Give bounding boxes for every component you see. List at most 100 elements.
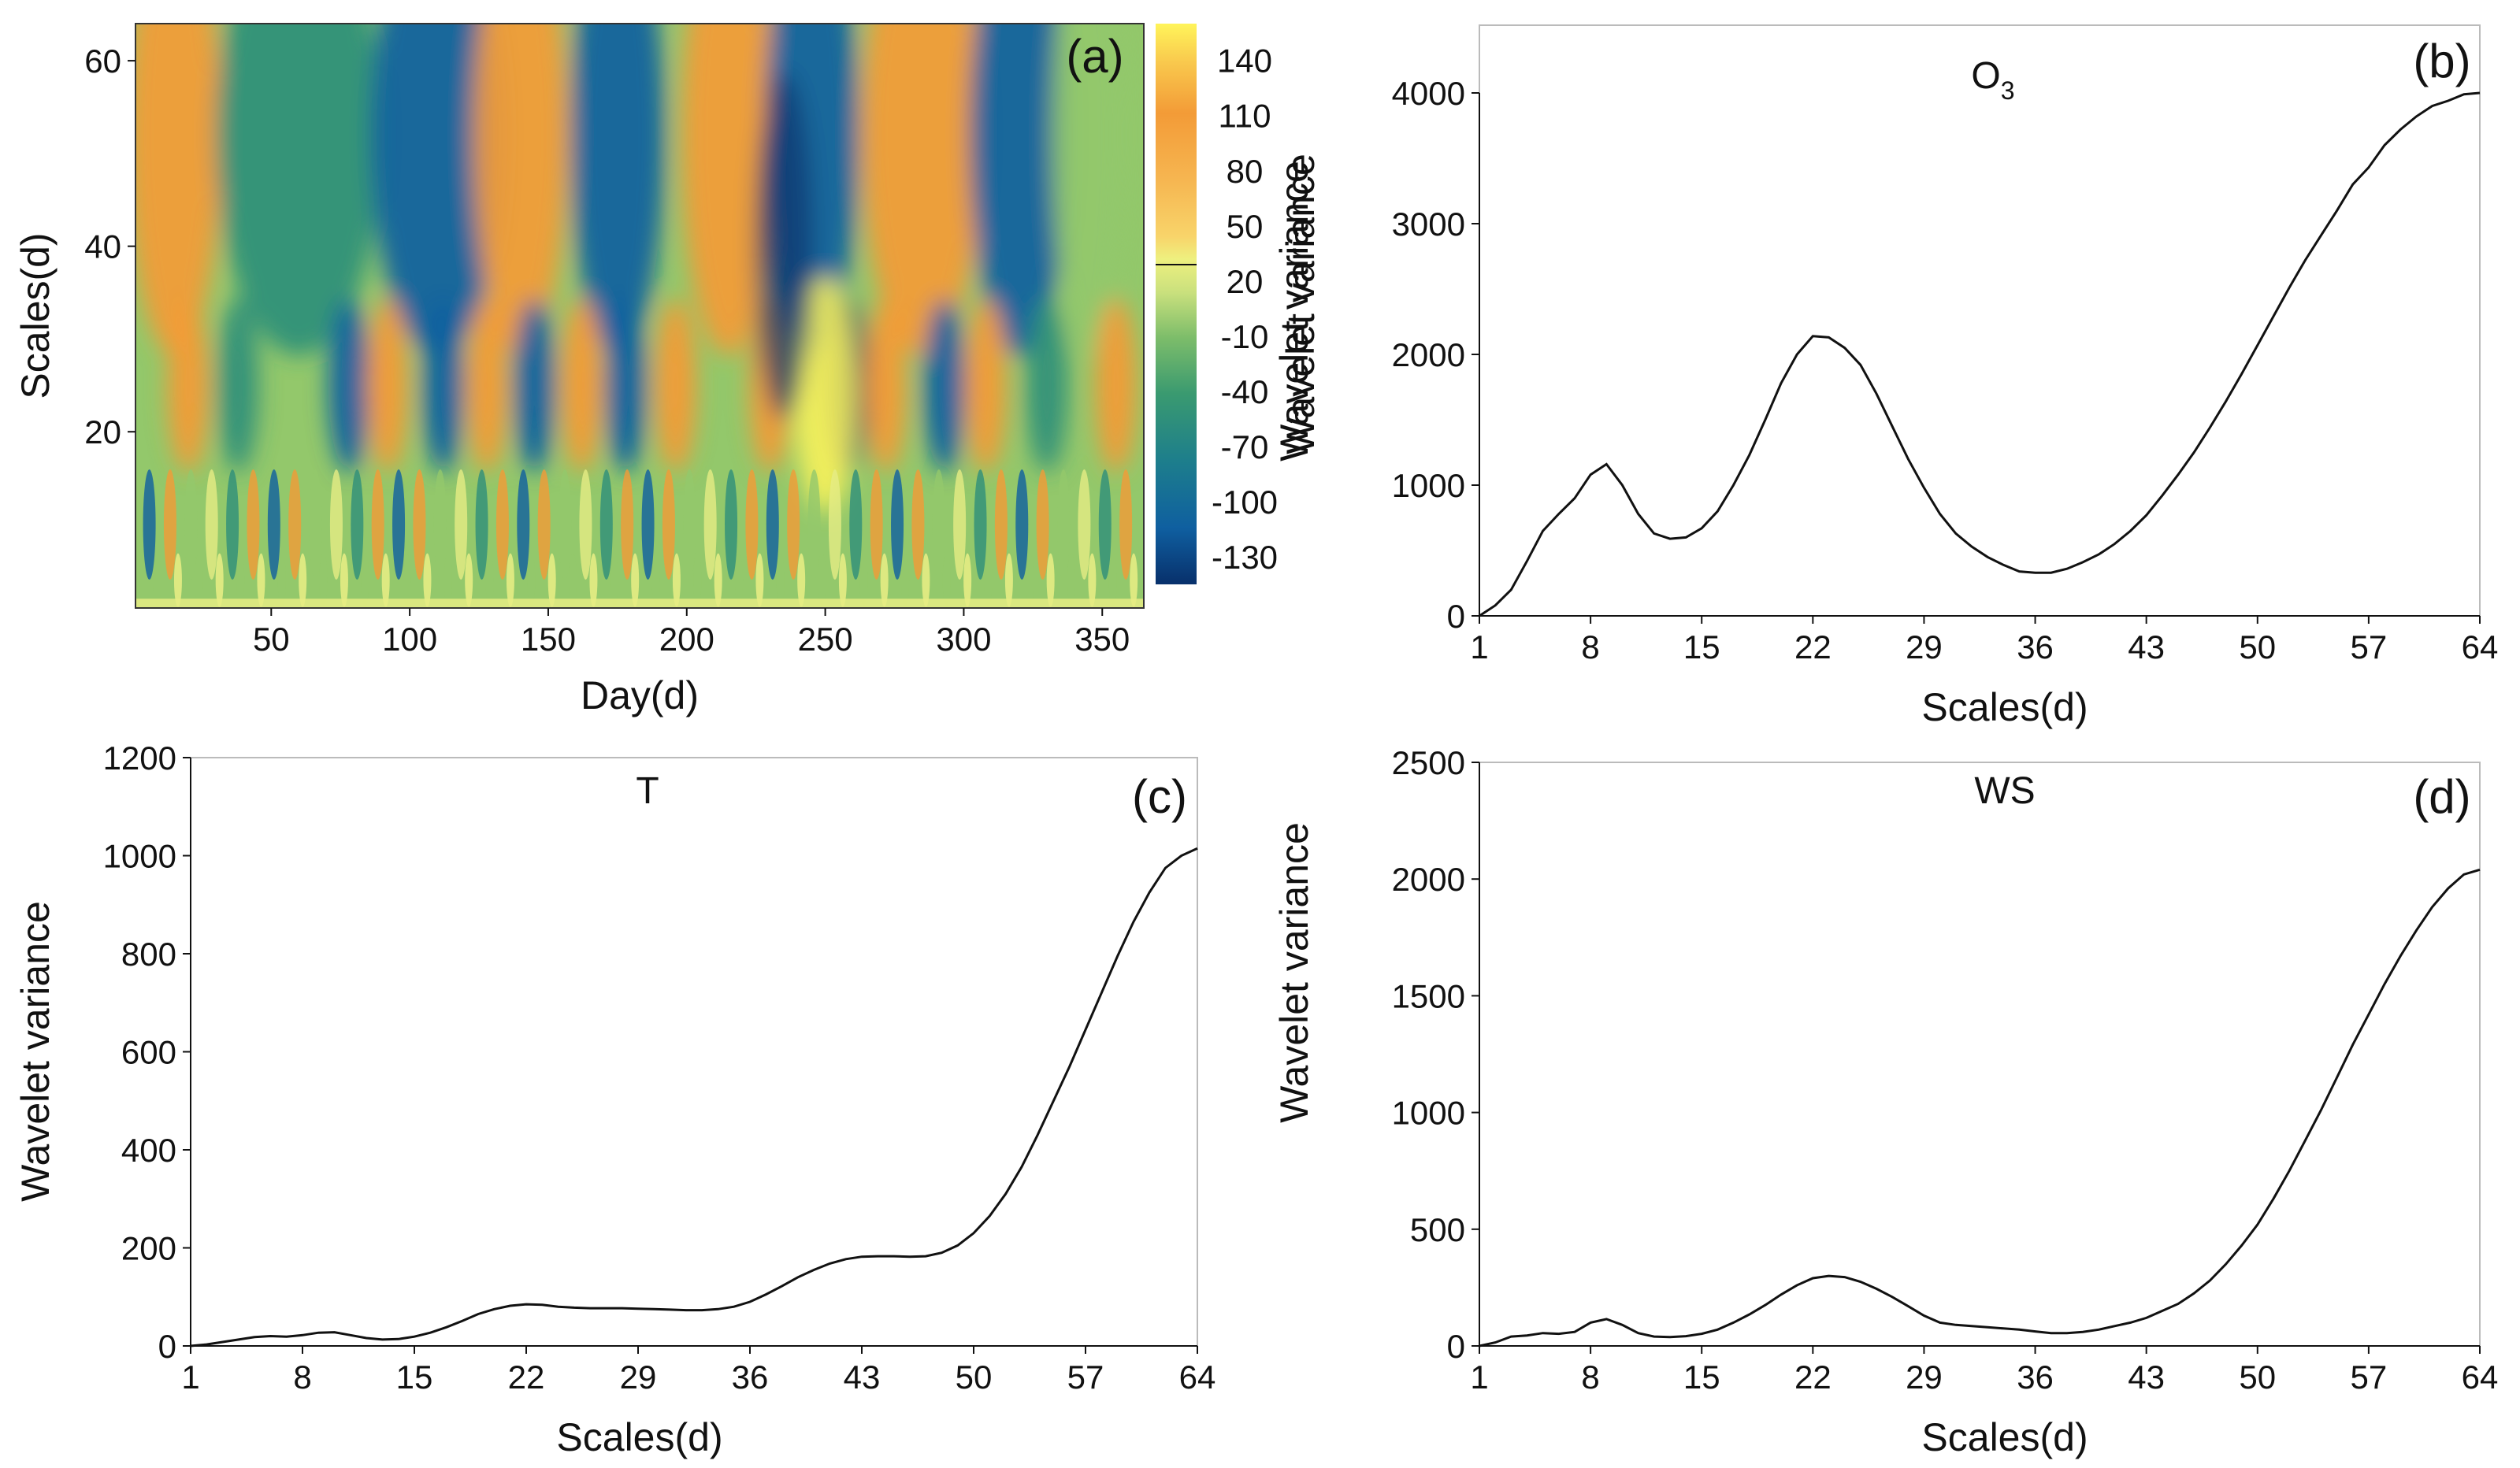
panel-label-d: (d): [2413, 770, 2470, 823]
x-tick-label: 43: [2128, 1359, 2165, 1396]
heatmap-cell: [1026, 298, 1067, 473]
y-tick-label: 3000: [1392, 206, 1465, 243]
heatmap-fine-cell: [153, 553, 161, 607]
heatmap-fine-cell: [1026, 553, 1034, 607]
heatmap-peak: [793, 276, 857, 513]
y-tick-label: 800: [121, 936, 176, 973]
y-tick-label: 2000: [1392, 861, 1465, 898]
heatmap-fine-cell: [340, 553, 348, 607]
heatmap-fine-cell: [559, 469, 572, 580]
x-tick-label: 57: [2351, 1359, 2388, 1396]
x-tick-label: 50: [956, 1359, 993, 1396]
heatmap-fine-cell: [994, 469, 1008, 580]
heatmap-fine-cell: [475, 469, 488, 580]
heatmap-fine-cell: [403, 553, 411, 607]
x-tick-label: 22: [508, 1359, 545, 1396]
plot-frame-d: [1479, 762, 2481, 1347]
heatmap-fine-cell: [392, 469, 406, 580]
heatmap-cell: [514, 298, 555, 473]
heatmap-cell: [965, 298, 1007, 473]
x-tick-label: 200: [659, 621, 714, 658]
heatmap-fine-cell: [725, 469, 738, 580]
x-axis-label-c: Scales(d): [556, 1415, 722, 1459]
plot-frame-b: [1479, 24, 2481, 617]
heatmap-fine-cell: [267, 469, 280, 580]
heatmap-fine-cell: [371, 469, 384, 580]
heatmap-fine-cell: [942, 553, 951, 607]
heatmap-fine-cell: [226, 469, 239, 580]
y-tick-label: 2000: [1392, 336, 1465, 373]
heatmap-fine-cell: [517, 469, 530, 580]
heatmap-fine-cell: [184, 469, 198, 580]
x-tick-label: 64: [2462, 628, 2499, 665]
y-axis-label-d: Wavelet variance: [1272, 822, 1316, 1123]
series-title-ws: WS: [1974, 770, 2035, 812]
heatmap-cell: [605, 298, 647, 473]
heatmap-fine-cell: [495, 469, 509, 580]
heatmap-cell: [655, 298, 696, 473]
heatmap-fine-cell: [444, 553, 452, 607]
heatmap-fine-cell: [413, 469, 426, 580]
colorbar-tick-label: -40: [1221, 373, 1269, 410]
y-tick-label: 400: [121, 1132, 176, 1169]
x-axis-label-b: Scales(d): [1921, 685, 2088, 729]
heatmap-fine-cell: [932, 469, 945, 580]
y-tick-label: 4000: [1392, 75, 1465, 112]
x-tick-label: 1: [181, 1359, 199, 1396]
heatmap-fine-cell: [329, 469, 343, 580]
panel-b: 1 8 15 22 29 36 43 50 57 64 0 1000 2000 3000 4000 O3 (…: [1272, 24, 2499, 1123]
heatmap-fine-cell: [381, 553, 390, 607]
heatmap-fine-cell: [807, 469, 821, 580]
x-axis-label-d: Scales(d): [1921, 1415, 2088, 1459]
x-tick-label: 43: [844, 1359, 881, 1396]
colorbar-ticks: 140 110 80 50 20 -10 -40 -70 -100 -130: [1212, 43, 1278, 576]
panel-c: 1 8 15 22 29 36 43 50 57 64020040060080010001200 …: [13, 740, 1215, 1459]
heatmap-fine-cell: [693, 553, 702, 607]
heatmap-fine-cell: [277, 553, 286, 607]
heatmap-fine-cell: [984, 553, 993, 607]
y-axis-label-c: Wavelet variance: [13, 901, 58, 1202]
heatmap-trough: [755, 72, 812, 420]
series-title-o3: O3: [1971, 55, 2014, 105]
x-tick-label: 57: [2351, 628, 2388, 665]
x-tick-label: 8: [1581, 1359, 1599, 1396]
series-title-t: T: [636, 770, 659, 812]
y-axis-label-b: Wavelet variance: [1272, 161, 1316, 462]
heatmap-fine-cell: [299, 553, 307, 607]
line-axes-c: 1 8 15 22 29 36 43 50 57 64 0 200 400 600 800 1000 1200: [103, 740, 1216, 1396]
heatmap-cell: [923, 298, 965, 473]
panel-label-c: (c): [1132, 770, 1187, 823]
heatmap-fine-cell: [859, 553, 868, 607]
heatmap-fine-cell: [651, 553, 660, 607]
heatmap-band: [570, 24, 665, 356]
heatmap-fine-cell: [1015, 469, 1029, 580]
y-tick-label: 2500: [1392, 744, 1465, 781]
x-tick-label: 100: [382, 621, 437, 658]
y-tick-label: 500: [1410, 1211, 1465, 1248]
colorbar-tick-label: -10: [1221, 318, 1269, 355]
y-tick-label: 1500: [1392, 977, 1465, 1014]
y-tick-label: 1000: [1392, 467, 1465, 504]
heatmap-fine-cell: [163, 469, 176, 580]
heatmap-band: [135, 24, 221, 356]
x-tick-label: 15: [1683, 1359, 1720, 1396]
heatmap-fine-cell: [901, 553, 910, 607]
heatmap-fine-cell: [838, 553, 847, 607]
heatmap-fine-cell: [745, 469, 759, 580]
heatmap-fine-cell: [1036, 469, 1049, 580]
heatmap-fine-cell: [1108, 553, 1117, 607]
heatmap-band: [1052, 24, 1125, 356]
heatmap-fine-cell: [641, 469, 655, 580]
heatmap-fine-cell: [672, 553, 681, 607]
x-tick-label: 64: [2462, 1359, 2499, 1396]
x-tick-label: 36: [732, 1359, 769, 1396]
colorbar-tick-label: -100: [1212, 484, 1278, 521]
x-tick-label: 64: [1179, 1359, 1216, 1396]
heatmap-fine-cell: [683, 469, 696, 580]
heatmap-fine-cell: [361, 553, 369, 607]
heatmap-cell: [466, 298, 508, 473]
x-tick-label: 15: [396, 1359, 433, 1396]
heatmap-fine-cell: [309, 469, 322, 580]
heatmap-floor: [135, 599, 1144, 608]
heatmap-fine-cell: [143, 469, 156, 580]
